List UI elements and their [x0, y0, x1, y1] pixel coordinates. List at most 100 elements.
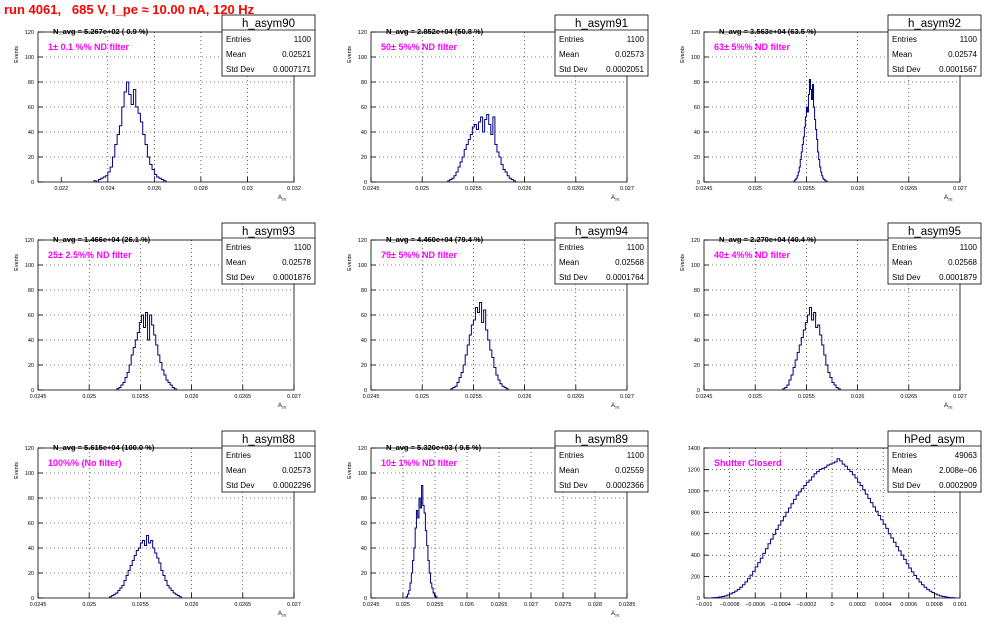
- stats-value: 0.0007171: [273, 65, 311, 74]
- y-tick-label: 40: [361, 338, 367, 344]
- histogram-name: h_asym92: [908, 18, 961, 30]
- x-tick-label: 0.0265: [567, 394, 584, 400]
- histogram-line: [93, 81, 167, 183]
- y-tick-label: 60: [28, 313, 34, 319]
- x-tick-label: 0.0245: [696, 394, 713, 400]
- x-tick-label: 0.026: [185, 602, 199, 608]
- x-tick-label: 0.025: [82, 602, 96, 608]
- histogram-name: h_asym91: [575, 18, 628, 30]
- y-axis-title: Events: [14, 254, 20, 271]
- histogram-panel-h_asym91: 0 20 40 60 80 100 120 0.0245 0.025 0.0255 0.026 0.0…: [347, 14, 649, 202]
- y-tick-label: 0: [364, 180, 367, 186]
- stats-label: Entries: [559, 243, 584, 252]
- stats-value: 0.02568: [615, 258, 644, 267]
- x-tick-label: 0.0002: [849, 602, 866, 608]
- y-tick-label: 0: [364, 596, 367, 602]
- x-tick-label: 0.027: [287, 394, 301, 400]
- stats-value: 1100: [294, 35, 312, 44]
- y-tick-label: 800: [691, 510, 700, 516]
- y-tick-label: 80: [361, 288, 367, 294]
- stats-label: Entries: [559, 35, 584, 44]
- x-tick-label: −0.001: [696, 602, 713, 608]
- histogram-panel-h_asym88: 0 20 40 60 80 100 120 0.0245 0.025 0.0255 0.026 0.0…: [14, 430, 316, 618]
- histogram-line: [116, 312, 177, 390]
- y-tick-label: 20: [28, 363, 34, 369]
- x-tick-label: 0.027: [620, 186, 634, 192]
- y-tick-label: 0: [697, 596, 700, 602]
- x-tick-label: 0.0255: [465, 186, 482, 192]
- y-tick-label: 0: [31, 388, 34, 394]
- stats-label: Entries: [226, 243, 251, 252]
- histogram-panel-h_asym95: 0 20 40 60 80 100 120 0.0245 0.025 0.0255 0.026 0.0…: [680, 222, 982, 410]
- x-tick-label: 0: [830, 602, 833, 608]
- y-tick-label: 1200: [688, 467, 700, 473]
- x-tick-label: 0.026: [518, 186, 532, 192]
- x-tick-label: 0.027: [524, 602, 538, 608]
- histogram-line: [450, 302, 509, 390]
- x-tick-label: 0.025: [415, 186, 429, 192]
- histogram-panel-h_asym93: 0 20 40 60 80 100 120 0.0245 0.025 0.0255 0.026 0.0…: [14, 222, 316, 410]
- stats-value: 1100: [960, 243, 978, 252]
- x-tick-label: 0.027: [953, 186, 967, 192]
- filter-note: 79± 5%% ND filter: [381, 250, 457, 260]
- navg-label: N_avg = 5.320e+03 ( 9.5 %): [386, 443, 482, 452]
- x-tick-label: 0.026: [518, 394, 532, 400]
- x-tick-label: 0.0255: [427, 602, 444, 608]
- y-tick-label: 120: [358, 238, 367, 244]
- stats-label: Std Dev: [226, 65, 254, 74]
- stats-box: [221, 222, 316, 285]
- stats-label: Mean: [892, 258, 912, 267]
- x-tick-label: 0.03: [242, 186, 253, 192]
- x-tick-label: 0.0265: [900, 186, 917, 192]
- stats-value: 0.0002051: [606, 65, 644, 74]
- histogram-name: h_asym93: [242, 226, 295, 238]
- x-tick-label: 0.025: [415, 394, 429, 400]
- stats-label: Std Dev: [559, 481, 587, 490]
- x-axis-title: Asfc: [611, 195, 620, 202]
- y-axis-title: Events: [347, 462, 353, 479]
- y-tick-label: 100: [358, 471, 367, 477]
- stats-value: 0.0002366: [606, 481, 644, 490]
- stats-value: 2.008e−06: [939, 466, 978, 475]
- y-tick-label: 40: [361, 130, 367, 136]
- stats-value: 0.02574: [948, 50, 977, 59]
- y-tick-label: 40: [28, 130, 34, 136]
- filter-note: 25± 2.5%% ND filter: [48, 250, 132, 260]
- stats-box: [221, 14, 316, 77]
- stats-box: [887, 14, 982, 77]
- y-tick-label: 60: [361, 105, 367, 111]
- stats-label: Mean: [892, 466, 912, 475]
- navg-label: N_avg = 2.852e+04 (50.8 %): [386, 27, 484, 36]
- stats-value: 0.0001567: [939, 65, 977, 74]
- x-tick-label: 0.028: [588, 602, 602, 608]
- stats-label: Mean: [559, 258, 579, 267]
- navg-label: N_avg = 2.270e+04 (40.4 %): [719, 235, 817, 244]
- histogram-panel-h_asym94: 0 20 40 60 80 100 120 0.0245 0.025 0.0255 0.026 0.0…: [347, 222, 649, 410]
- navg-label: N_avg = 1.466e+04 (26.1 %): [53, 235, 151, 244]
- y-tick-label: 20: [694, 155, 700, 161]
- x-tick-label: 0.0285: [619, 602, 636, 608]
- histogram-panel-hPed_asym: 0 200 400 600 800 1000 1200 1400 −0.001 −0.0008 −0…: [688, 430, 982, 608]
- y-tick-label: 100: [691, 55, 700, 61]
- x-tick-label: 0.0255: [798, 186, 815, 192]
- stats-box: [554, 430, 649, 493]
- y-tick-label: 0: [697, 388, 700, 394]
- y-tick-label: 60: [361, 521, 367, 527]
- x-tick-label: 0.0004: [875, 602, 892, 608]
- histogram-name: h_asym95: [908, 226, 961, 238]
- stats-label: Entries: [559, 451, 584, 460]
- stats-label: Mean: [226, 466, 246, 475]
- x-tick-label: −0.0006: [745, 602, 765, 608]
- stats-value: 0.02568: [948, 258, 977, 267]
- histogram-line: [793, 79, 828, 182]
- y-tick-label: 60: [694, 313, 700, 319]
- stats-value: 0.02578: [282, 258, 311, 267]
- x-tick-label: 0.027: [287, 602, 301, 608]
- y-tick-label: 120: [691, 30, 700, 36]
- stats-label: Mean: [226, 50, 246, 59]
- stats-label: Std Dev: [892, 273, 920, 282]
- y-axis-title: Events: [680, 254, 686, 271]
- y-tick-label: 20: [361, 155, 367, 161]
- x-tick-label: 0.0265: [900, 394, 917, 400]
- x-tick-label: 0.0245: [30, 394, 47, 400]
